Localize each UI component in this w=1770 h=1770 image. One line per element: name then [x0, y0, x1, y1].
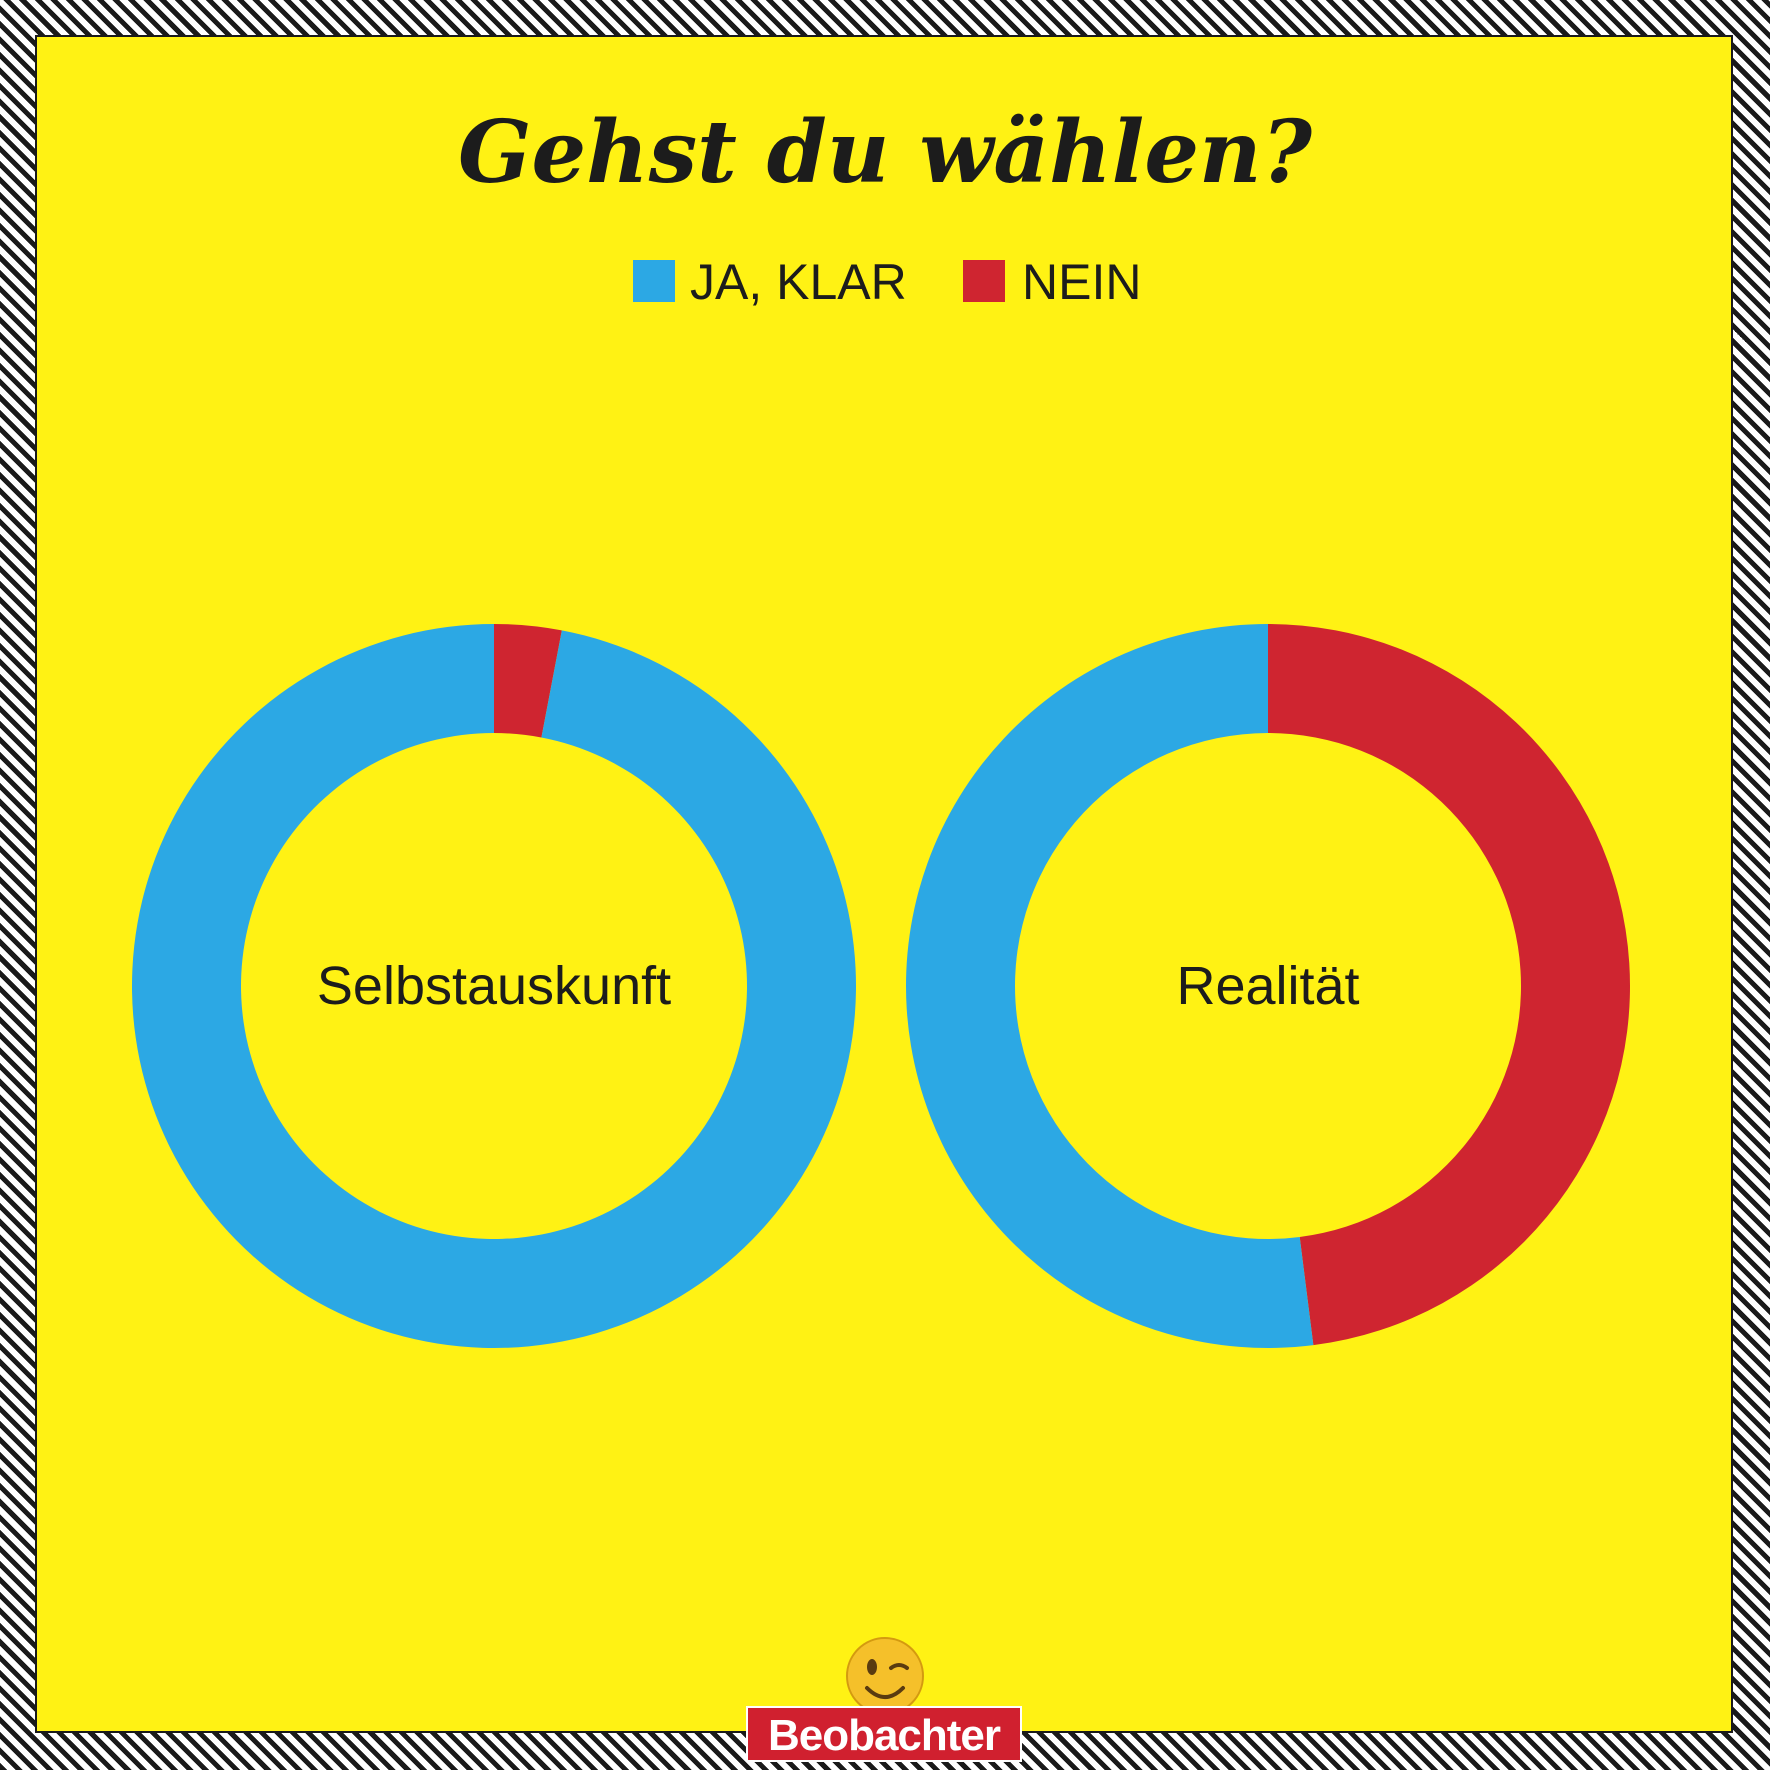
donut-slice-ja	[132, 624, 857, 1348]
chart-panel	[35, 35, 1733, 1733]
legend-swatch-nein	[963, 260, 1005, 302]
donut-slice-nein	[494, 624, 562, 738]
donut-slice-ja	[906, 623, 1314, 1348]
chart-title: Gehst du wählen?	[458, 102, 1314, 203]
donut-label-realitaet: Realität	[1176, 956, 1359, 1016]
donut-label-selbstauskunft: Selbstauskunft	[317, 956, 671, 1016]
legend-swatch-ja	[633, 260, 675, 302]
donut-selbstauskunft	[132, 624, 857, 1348]
donut-realitaet	[906, 623, 1631, 1348]
legend-label-ja: JA, KLAR	[690, 254, 907, 310]
legend-label-nein: NEIN	[1022, 254, 1141, 310]
winking-face-icon	[846, 1637, 924, 1715]
legend: JA, KLAR NEIN	[633, 254, 1141, 310]
brand-logo: Beobachter	[746, 1706, 1022, 1762]
donut-slice-nein	[1268, 624, 1631, 1346]
